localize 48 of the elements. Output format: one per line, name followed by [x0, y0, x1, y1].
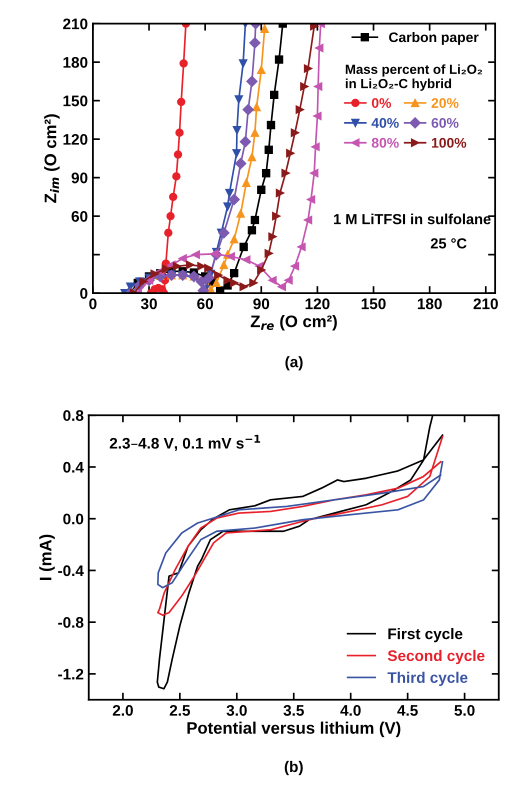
x-tick-label: 150 — [362, 298, 386, 310]
x-axis-title: Z$_{re}$ (O cm²) — [250, 315, 337, 331]
y-tick-label: 0 — [80, 288, 88, 299]
legend-label: 60% — [432, 118, 459, 128]
y-tick-label: -1.2 — [58, 668, 84, 680]
y-axis-title: I (mA) — [39, 534, 55, 580]
x-tick-label: 0 — [89, 298, 97, 310]
y-axis-title: Z$_{im}$ (O cm²) — [44, 114, 60, 203]
legend-label: 80% — [372, 138, 399, 148]
x-tick-label: 2.5 — [170, 705, 190, 716]
y-tick-label: -0.8 — [58, 617, 84, 628]
y-tick-label: 0.0 — [63, 514, 84, 524]
y-tick-label: 180 — [64, 57, 88, 68]
legend-label: 0% — [372, 98, 392, 108]
x-tick-label: 4.0 — [340, 705, 361, 716]
x-tick-label: 2.0 — [112, 705, 133, 716]
x-tick-label: 180 — [418, 298, 442, 310]
y-tick-label: -0.4 — [58, 565, 84, 576]
legend-label: First cycle — [388, 628, 462, 642]
x-tick-label: 90 — [253, 298, 270, 310]
annotation: 2.3–4.8 V, 0.1 mV s$^{−1}$ — [110, 434, 260, 451]
x-tick-label: 120 — [306, 298, 330, 310]
y-tick-label: 0.4 — [63, 462, 84, 473]
y-tick-label: 60 — [72, 211, 88, 222]
x-tick-label: 3.5 — [283, 705, 304, 716]
x-tick-label: 30 — [140, 298, 157, 310]
annotation: 1 M LiTFSI in sulfolane — [334, 214, 491, 224]
legend-title: Mass percent of Li₂O₂ in Li₂O₂-C hybrid — [346, 64, 482, 91]
legend-label: 40% — [372, 118, 399, 128]
text: (b) — [284, 760, 303, 776]
y-tick-label: 0.8 — [63, 410, 84, 421]
legend-label: 100% — [432, 138, 466, 148]
x-tick-label: 3.0 — [226, 705, 247, 716]
legend-label: Third cycle — [388, 672, 468, 686]
y-tick-label: 210 — [63, 18, 88, 30]
legend-label: Carbon paper — [389, 32, 479, 45]
y-tick-label: 150 — [64, 96, 88, 106]
annotation: 25 °C — [430, 238, 467, 249]
legend-label: Second cycle — [388, 650, 484, 664]
x-tick-label: 60 — [197, 298, 214, 310]
x-tick-label: 4.5 — [397, 705, 418, 716]
text: (a) — [285, 356, 303, 370]
y-tick-label: 120 — [64, 134, 88, 145]
x-tick-label: 210 — [474, 298, 498, 310]
x-tick-label: 5.0 — [454, 705, 475, 716]
x-axis-title: Potential versus lithium (V) — [187, 722, 400, 738]
legend-label: 20% — [432, 98, 459, 108]
y-tick-label: 90 — [72, 172, 88, 184]
